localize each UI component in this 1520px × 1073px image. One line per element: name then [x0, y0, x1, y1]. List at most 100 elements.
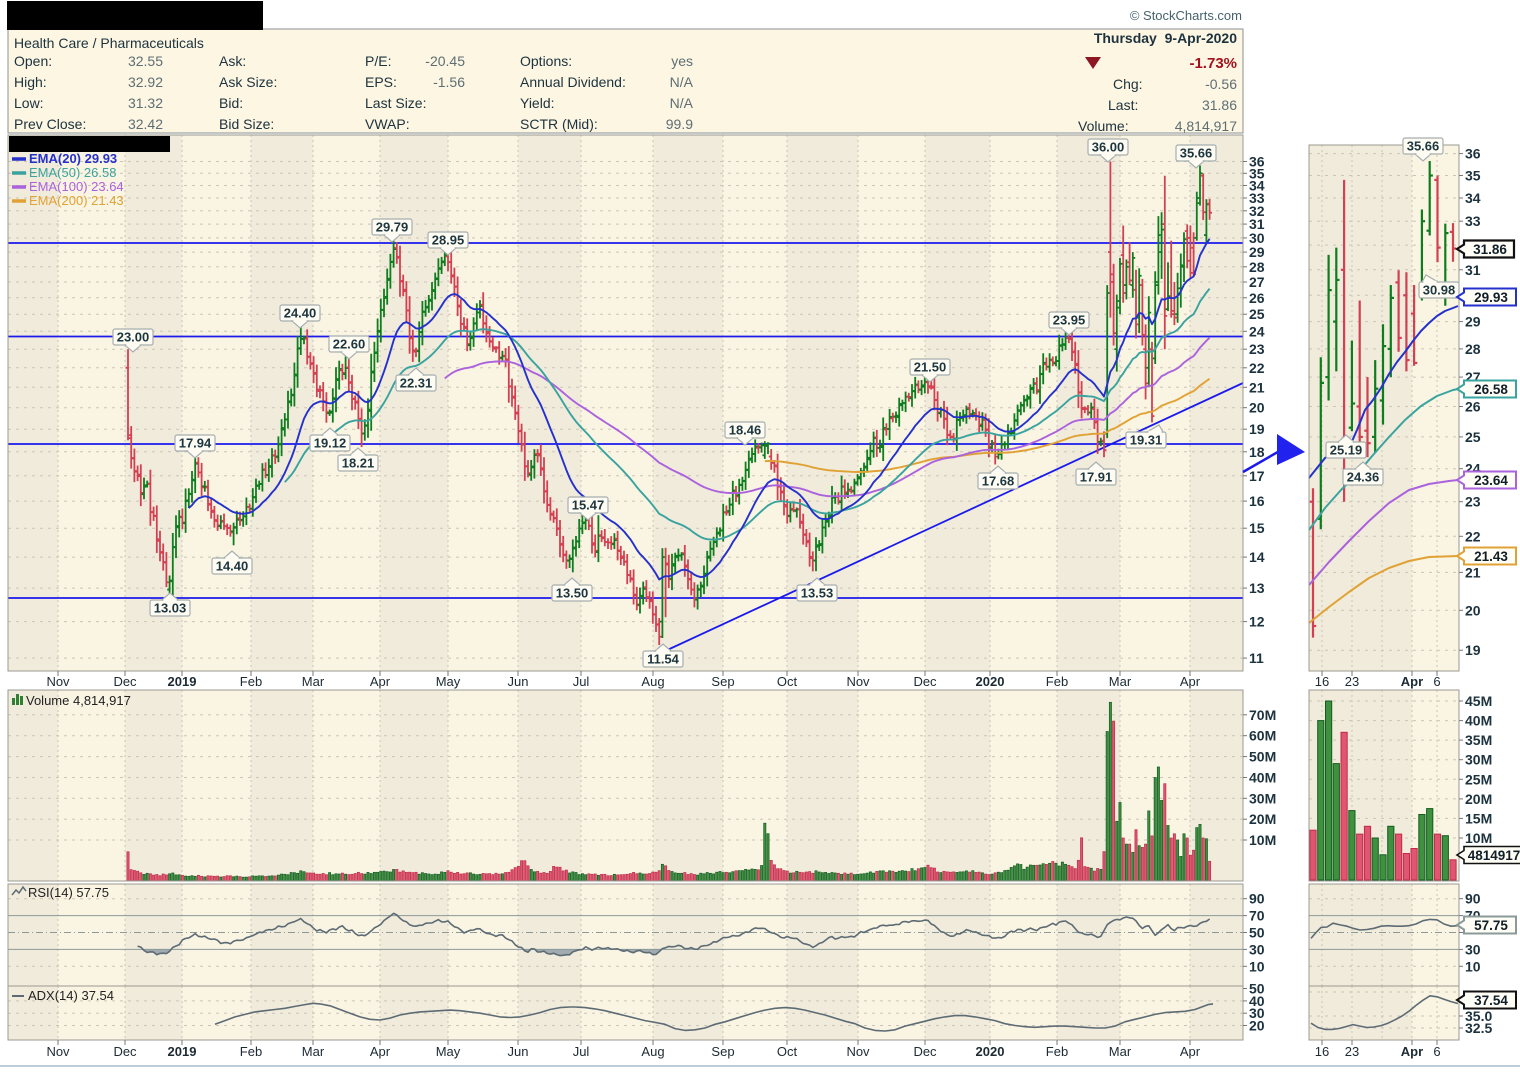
svg-text:20: 20: [1249, 400, 1265, 416]
svg-text:16: 16: [1249, 493, 1265, 509]
svg-text:32.5: 32.5: [1465, 1020, 1492, 1036]
svg-text:Open:: Open:: [14, 53, 52, 69]
svg-text:20: 20: [1465, 602, 1481, 618]
svg-text:35: 35: [1465, 168, 1481, 184]
svg-text:11.54: 11.54: [647, 652, 680, 667]
svg-text:13.53: 13.53: [801, 586, 834, 601]
svg-text:28: 28: [1249, 259, 1265, 275]
svg-text:21.43: 21.43: [1474, 549, 1508, 564]
svg-text:21: 21: [1249, 379, 1265, 395]
svg-text:Dec: Dec: [113, 674, 137, 689]
svg-text:Yield:: Yield:: [520, 95, 555, 111]
svg-text:yes: yes: [671, 53, 693, 69]
svg-text:35M: 35M: [1465, 732, 1492, 748]
svg-text:Low:: Low:: [14, 95, 44, 111]
svg-text:-0.56: -0.56: [1205, 76, 1237, 92]
svg-text:Apr: Apr: [370, 674, 391, 689]
svg-text:Mar: Mar: [302, 1044, 325, 1059]
svg-text:50M: 50M: [1249, 749, 1276, 765]
svg-text:45M: 45M: [1465, 693, 1492, 709]
svg-text:20M: 20M: [1249, 811, 1276, 827]
svg-text:26: 26: [1249, 290, 1265, 306]
svg-text:EMA(100) 23.64: EMA(100) 23.64: [29, 179, 124, 194]
svg-text:19.12: 19.12: [314, 436, 347, 451]
svg-text:30: 30: [1249, 230, 1265, 246]
svg-text:10M: 10M: [1249, 832, 1276, 848]
svg-text:N/A: N/A: [670, 74, 694, 90]
svg-text:24.40: 24.40: [284, 306, 317, 321]
svg-text:EMA(20) 29.93: EMA(20) 29.93: [29, 151, 117, 166]
svg-text:SCTR (Mid):: SCTR (Mid):: [520, 116, 598, 132]
svg-text:Nov: Nov: [46, 1044, 70, 1059]
svg-text:Last Size:: Last Size:: [365, 95, 426, 111]
svg-text:23: 23: [1465, 494, 1481, 510]
svg-text:31.86: 31.86: [1473, 242, 1507, 257]
svg-text:Jun: Jun: [508, 1044, 529, 1059]
svg-text:13.50: 13.50: [556, 586, 589, 601]
svg-text:16: 16: [1315, 674, 1329, 689]
svg-text:Nov: Nov: [846, 674, 870, 689]
svg-text:13.03: 13.03: [154, 601, 187, 616]
svg-text:Last:: Last:: [1108, 97, 1138, 113]
svg-text:Mar: Mar: [302, 674, 325, 689]
svg-text:50: 50: [1249, 981, 1265, 997]
svg-text:90: 90: [1465, 891, 1481, 907]
svg-text:40M: 40M: [1249, 770, 1276, 786]
svg-text:21: 21: [1465, 564, 1481, 580]
svg-text:EMA(200) 21.43: EMA(200) 21.43: [29, 193, 124, 208]
svg-text:22.31: 22.31: [400, 376, 433, 391]
svg-text:17.68: 17.68: [982, 474, 1015, 489]
svg-text:Chg:: Chg:: [1113, 76, 1143, 92]
svg-text:17.91: 17.91: [1080, 470, 1113, 485]
svg-text:29.93: 29.93: [1474, 290, 1508, 305]
svg-text:Ask Size:: Ask Size:: [219, 74, 277, 90]
svg-text:Apr: Apr: [1180, 674, 1201, 689]
svg-text:50: 50: [1249, 925, 1265, 941]
svg-text:Aug: Aug: [641, 674, 664, 689]
svg-text:High:: High:: [14, 74, 47, 90]
svg-text:33: 33: [1465, 213, 1481, 229]
svg-text:40M: 40M: [1465, 713, 1492, 729]
svg-text:-1.73%: -1.73%: [1189, 55, 1237, 72]
svg-text:36: 36: [1249, 154, 1265, 170]
svg-text:25.19: 25.19: [1330, 443, 1363, 458]
svg-text:Aug: Aug: [641, 1044, 664, 1059]
svg-text:Apr: Apr: [1401, 674, 1423, 689]
svg-text:Feb: Feb: [1046, 1044, 1068, 1059]
svg-text:35.0: 35.0: [1465, 1008, 1492, 1024]
svg-text:40: 40: [1249, 993, 1265, 1009]
svg-text:19.31: 19.31: [1130, 433, 1163, 448]
svg-text:34: 34: [1249, 178, 1265, 194]
svg-text:-1.56: -1.56: [433, 74, 465, 90]
svg-text:4,814,917: 4,814,917: [1175, 118, 1237, 134]
svg-text:Ask:: Ask:: [219, 53, 246, 69]
svg-text:19: 19: [1249, 421, 1265, 437]
svg-text:May: May: [436, 674, 461, 689]
svg-text:Oct: Oct: [777, 1044, 798, 1059]
svg-text:2019: 2019: [168, 1044, 197, 1059]
svg-text:30M: 30M: [1249, 790, 1276, 806]
svg-text:35: 35: [1249, 165, 1265, 181]
svg-text:25: 25: [1249, 306, 1265, 322]
svg-text:Dec: Dec: [113, 1044, 137, 1059]
svg-text:Volume 4,814,917: Volume 4,814,917: [26, 693, 131, 708]
svg-text:26.58: 26.58: [1474, 382, 1508, 397]
svg-text:ADX(14) 37.54: ADX(14) 37.54: [28, 988, 114, 1003]
svg-text:30.98: 30.98: [1423, 283, 1456, 298]
svg-text:31.32: 31.32: [128, 95, 163, 111]
svg-text:P/E:: P/E:: [365, 53, 391, 69]
svg-text:23.95: 23.95: [1053, 313, 1086, 328]
svg-text:6: 6: [1433, 1044, 1440, 1059]
svg-text:Nov: Nov: [46, 674, 70, 689]
svg-text:15: 15: [1249, 520, 1265, 536]
svg-text:Dec: Dec: [913, 1044, 937, 1059]
svg-text:31.86: 31.86: [1202, 97, 1237, 113]
svg-text:Apr: Apr: [1180, 1044, 1201, 1059]
svg-text:60M: 60M: [1249, 728, 1276, 744]
svg-text:11: 11: [1249, 650, 1264, 666]
svg-text:32.42: 32.42: [128, 116, 163, 132]
svg-text:14.40: 14.40: [216, 559, 249, 574]
svg-text:Jul: Jul: [573, 1044, 590, 1059]
svg-text:EPS:: EPS:: [365, 74, 397, 90]
svg-text:23.64: 23.64: [1474, 473, 1508, 488]
